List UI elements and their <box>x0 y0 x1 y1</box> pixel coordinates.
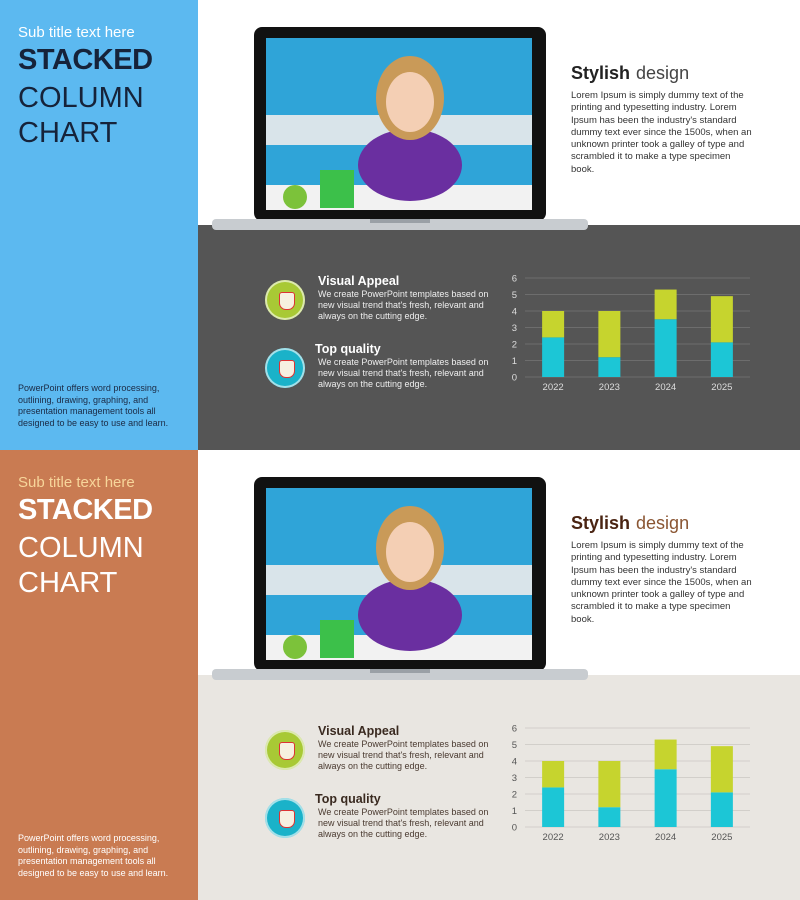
feature-icon-glyph <box>279 810 295 828</box>
apple <box>283 185 307 209</box>
heading: Stylish design <box>571 63 689 84</box>
bar-segment <box>542 311 565 338</box>
heading-bold: Stylish <box>571 513 631 533</box>
y-tick-label: 2 <box>512 790 517 801</box>
y-tick-label: 0 <box>512 373 517 384</box>
bar-segment <box>598 761 621 808</box>
lower-band <box>198 225 800 450</box>
title-bold: STACKED <box>18 494 153 526</box>
bar-segment <box>542 761 565 788</box>
feature-text: We create PowerPoint templates based on … <box>318 807 489 839</box>
y-tick-label: 5 <box>512 740 517 751</box>
side-panel <box>0 450 198 900</box>
heading: Stylish design <box>571 513 689 534</box>
feature-icon-glyph <box>279 742 295 760</box>
heading-bold: Stylish <box>571 63 631 83</box>
heading-light: design <box>636 63 690 83</box>
y-tick-label: 4 <box>512 757 517 768</box>
pencil-cup <box>320 170 354 208</box>
laptop-notch <box>370 219 430 223</box>
side-panel <box>0 0 198 450</box>
y-tick-label: 0 <box>512 823 517 834</box>
feature-title: Top quality <box>315 342 381 356</box>
chart: 0 1 2 3 4 5 6 2022 2023 2024 2025 <box>512 274 750 393</box>
y-tick-label: 6 <box>512 274 517 285</box>
x-tick-label: 2023 <box>599 382 620 393</box>
x-tick-label: 2022 <box>543 832 564 843</box>
bar-segment <box>598 807 621 827</box>
y-tick-label: 3 <box>512 773 517 784</box>
y-tick-label: 1 <box>512 806 517 817</box>
slide: Sub title text here STACKED COLUMN CHART Pow… <box>0 450 800 900</box>
y-tick-label: 3 <box>512 323 517 334</box>
laptop-base <box>212 669 588 680</box>
girl-body <box>358 579 462 651</box>
laptop <box>212 477 588 680</box>
title-line: COLUMN <box>18 82 144 114</box>
heading-light: design <box>636 513 690 533</box>
feature-text: We create PowerPoint templates based on … <box>318 289 489 321</box>
girl-face <box>386 72 434 132</box>
feature-text: We create PowerPoint templates based on … <box>318 739 489 771</box>
y-tick-label: 1 <box>512 356 517 367</box>
pencil-cup <box>320 620 354 658</box>
body-text: Lorem Ipsum is simply dummy text of the … <box>571 90 752 175</box>
bar-segment <box>654 319 677 377</box>
laptop-base <box>212 219 588 230</box>
bar-segment <box>598 311 621 358</box>
y-tick-label: 5 <box>512 290 517 301</box>
bar-segment <box>710 792 733 827</box>
title-line: CHART <box>18 117 118 149</box>
subtitle: Sub title text here <box>18 24 135 41</box>
side-text: PowerPoint offers word processing, outli… <box>18 383 169 428</box>
y-tick-label: 6 <box>512 724 517 735</box>
bar-segment <box>710 342 733 377</box>
feature-icon-glyph <box>279 292 295 310</box>
feature-title: Visual Appeal <box>318 274 400 288</box>
x-tick-label: 2024 <box>655 832 676 843</box>
title-line: CHART <box>18 567 118 599</box>
girl-face <box>386 522 434 582</box>
feature-title: Top quality <box>315 792 381 806</box>
bar-segment <box>598 357 621 377</box>
x-tick-label: 2025 <box>711 832 732 843</box>
bar-segment <box>710 296 733 343</box>
y-tick-label: 2 <box>512 340 517 351</box>
side-text: PowerPoint offers word processing, outli… <box>18 833 169 878</box>
bar-segment <box>654 739 677 770</box>
x-tick-label: 2022 <box>543 382 564 393</box>
feature-icon-glyph <box>279 360 295 378</box>
bar-segment <box>654 769 677 827</box>
title-line: COLUMN <box>18 532 144 564</box>
y-tick-label: 4 <box>512 307 517 318</box>
bar-segment <box>542 337 565 377</box>
laptop-notch <box>370 669 430 673</box>
laptop <box>212 27 588 230</box>
feature-title: Visual Appeal <box>318 724 400 738</box>
bar-segment <box>654 289 677 320</box>
slide: Sub title text here STACKED COLUMN CHART Pow… <box>0 0 800 450</box>
girl-body <box>358 129 462 201</box>
x-tick-label: 2024 <box>655 382 676 393</box>
bar-segment <box>542 787 565 827</box>
subtitle: Sub title text here <box>18 474 135 491</box>
x-tick-label: 2025 <box>711 382 732 393</box>
chart: 0 1 2 3 4 5 6 2022 2023 2024 2025 <box>512 724 750 843</box>
bar-segment <box>710 746 733 793</box>
title-bold: STACKED <box>18 44 153 76</box>
lower-band <box>198 675 800 900</box>
feature-text: We create PowerPoint templates based on … <box>318 357 489 389</box>
x-tick-label: 2023 <box>599 832 620 843</box>
apple <box>283 635 307 659</box>
body-text: Lorem Ipsum is simply dummy text of the … <box>571 540 752 625</box>
